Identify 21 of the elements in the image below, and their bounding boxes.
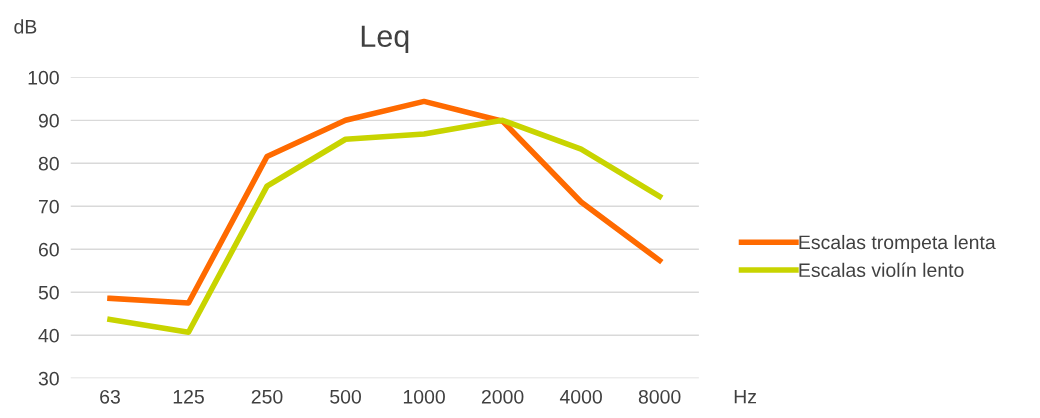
- y-tick-label: 50: [38, 285, 59, 300]
- x-tick-label: 8000: [638, 389, 681, 404]
- y-axis-title: dB: [14, 19, 37, 34]
- y-tick-label: 60: [38, 242, 59, 257]
- x-axis-title: Hz: [734, 389, 756, 404]
- legend-label: Escalas trompeta lenta: [799, 234, 996, 254]
- y-tick-label: 80: [38, 156, 59, 171]
- x-tick-label: 4000: [559, 389, 602, 404]
- y-tick-label: 90: [38, 113, 59, 128]
- x-tick-label: 2000: [481, 389, 524, 404]
- legend-label: Escalas violín lento: [799, 262, 964, 278]
- x-tick-label: 63: [100, 389, 120, 404]
- x-tick-label: 1000: [403, 389, 445, 404]
- y-tick-label: 30: [38, 371, 59, 386]
- y-tick-label: 70: [38, 199, 59, 214]
- y-tick-label: 40: [38, 328, 59, 343]
- chart-title: Leq: [361, 25, 409, 54]
- x-tick-label: 250: [251, 389, 283, 404]
- y-tick-label: 100: [28, 70, 59, 85]
- x-tick-label: 500: [330, 389, 361, 404]
- x-tick-label: 125: [173, 389, 204, 404]
